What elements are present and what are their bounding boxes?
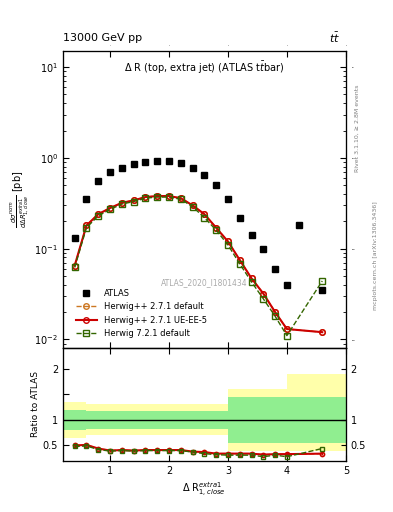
Herwig++ 2.7.1 UE-EE-5 xyxy=(237,257,242,263)
ATLAS xyxy=(214,182,219,188)
Herwig++ 2.7.1 UE-EE-5 xyxy=(214,225,219,231)
Herwig++ 2.7.1 UE-EE-5 xyxy=(119,200,124,206)
Herwig++ 2.7.1 default xyxy=(261,290,266,296)
Herwig++ 2.7.1 UE-EE-5 xyxy=(96,211,101,217)
Text: $t\bar{t}$: $t\bar{t}$ xyxy=(329,31,340,45)
Herwig++ 2.7.1 default xyxy=(96,211,101,217)
Text: mcplots.cern.ch [arXiv:1306.3436]: mcplots.cern.ch [arXiv:1306.3436] xyxy=(373,202,378,310)
ATLAS xyxy=(143,159,148,165)
ATLAS xyxy=(72,235,77,241)
ATLAS xyxy=(237,215,242,221)
Herwig++ 2.7.1 UE-EE-5 xyxy=(84,222,89,228)
ATLAS xyxy=(226,196,230,202)
Herwig++ 2.7.1 default xyxy=(285,326,289,332)
Legend: ATLAS, Herwig++ 2.7.1 default, Herwig++ 2.7.1 UE-EE-5, Herwig 7.2.1 default: ATLAS, Herwig++ 2.7.1 default, Herwig++ … xyxy=(73,286,210,341)
ATLAS xyxy=(296,222,301,228)
Y-axis label: $\frac{d\sigma^{norm}}{d\Delta R_{1,close}^{extra1}}$ [pb]: $\frac{d\sigma^{norm}}{d\Delta R_{1,clos… xyxy=(9,171,31,228)
Herwig 7.2.1 default xyxy=(178,196,183,202)
Herwig 7.2.1 default xyxy=(249,279,254,285)
Herwig++ 2.7.1 UE-EE-5 xyxy=(155,193,160,199)
Herwig 7.2.1 default xyxy=(96,213,101,219)
ATLAS xyxy=(167,158,171,164)
Herwig 7.2.1 default xyxy=(72,264,77,270)
ATLAS xyxy=(178,160,183,166)
Herwig++ 2.7.1 default xyxy=(320,329,325,335)
Herwig++ 2.7.1 UE-EE-5 xyxy=(320,329,325,335)
Herwig 7.2.1 default xyxy=(320,278,325,284)
ATLAS xyxy=(285,282,289,288)
Herwig++ 2.7.1 default xyxy=(237,257,242,263)
Herwig++ 2.7.1 default xyxy=(226,239,230,245)
Herwig++ 2.7.1 UE-EE-5 xyxy=(190,202,195,208)
Herwig++ 2.7.1 UE-EE-5 xyxy=(143,194,148,200)
Herwig++ 2.7.1 UE-EE-5 xyxy=(167,193,171,199)
Herwig++ 2.7.1 UE-EE-5 xyxy=(226,239,230,245)
ATLAS xyxy=(190,165,195,171)
Herwig++ 2.7.1 UE-EE-5 xyxy=(285,326,289,332)
Herwig++ 2.7.1 UE-EE-5 xyxy=(261,290,266,296)
Herwig++ 2.7.1 default xyxy=(72,263,77,269)
Herwig++ 2.7.1 UE-EE-5 xyxy=(202,211,207,217)
Herwig++ 2.7.1 default xyxy=(131,197,136,203)
Herwig++ 2.7.1 default xyxy=(249,275,254,282)
Herwig++ 2.7.1 default xyxy=(190,202,195,208)
Line: Herwig 7.2.1 default: Herwig 7.2.1 default xyxy=(72,195,325,338)
Herwig 7.2.1 default xyxy=(155,194,160,200)
ATLAS xyxy=(119,165,124,171)
Herwig 7.2.1 default xyxy=(143,195,148,201)
Text: 13000 GeV pp: 13000 GeV pp xyxy=(63,33,142,43)
Herwig++ 2.7.1 UE-EE-5 xyxy=(108,205,112,211)
Herwig++ 2.7.1 default xyxy=(108,205,112,211)
ATLAS xyxy=(249,232,254,239)
Text: ATLAS_2020_I1801434: ATLAS_2020_I1801434 xyxy=(161,279,248,287)
Herwig++ 2.7.1 default xyxy=(155,193,160,199)
Herwig 7.2.1 default xyxy=(202,215,207,221)
Herwig++ 2.7.1 default xyxy=(273,309,277,315)
Herwig++ 2.7.1 UE-EE-5 xyxy=(72,263,77,269)
Herwig 7.2.1 default xyxy=(167,194,171,200)
Y-axis label: Ratio to ATLAS: Ratio to ATLAS xyxy=(31,372,40,437)
Herwig++ 2.7.1 default xyxy=(167,193,171,199)
Herwig 7.2.1 default xyxy=(273,313,277,319)
Line: Herwig++ 2.7.1 default: Herwig++ 2.7.1 default xyxy=(72,193,325,335)
Herwig++ 2.7.1 default xyxy=(214,225,219,231)
ATLAS xyxy=(108,169,112,175)
Line: Herwig++ 2.7.1 UE-EE-5: Herwig++ 2.7.1 UE-EE-5 xyxy=(72,193,325,335)
Herwig++ 2.7.1 default xyxy=(202,211,207,217)
Herwig 7.2.1 default xyxy=(84,225,89,231)
Herwig++ 2.7.1 UE-EE-5 xyxy=(249,275,254,282)
ATLAS xyxy=(261,246,266,252)
Herwig 7.2.1 default xyxy=(119,201,124,207)
ATLAS xyxy=(202,172,207,178)
Herwig++ 2.7.1 UE-EE-5 xyxy=(131,197,136,203)
ATLAS xyxy=(131,161,136,167)
ATLAS xyxy=(155,158,160,164)
ATLAS xyxy=(320,287,325,293)
X-axis label: $\Delta$ R$^{extra1}_{1,close}$: $\Delta$ R$^{extra1}_{1,close}$ xyxy=(182,481,226,499)
ATLAS xyxy=(96,178,101,184)
Herwig 7.2.1 default xyxy=(108,206,112,212)
Herwig++ 2.7.1 UE-EE-5 xyxy=(178,195,183,201)
Herwig++ 2.7.1 default xyxy=(178,195,183,201)
Herwig++ 2.7.1 UE-EE-5 xyxy=(273,309,277,315)
Herwig++ 2.7.1 default xyxy=(143,194,148,200)
Text: Rivet 3.1.10, ≥ 2.8M events: Rivet 3.1.10, ≥ 2.8M events xyxy=(355,84,360,172)
Herwig 7.2.1 default xyxy=(131,199,136,205)
Line: ATLAS: ATLAS xyxy=(71,157,326,293)
Herwig 7.2.1 default xyxy=(226,242,230,248)
Herwig 7.2.1 default xyxy=(237,261,242,267)
Text: $\Delta$ R (top, extra jet) (ATLAS t$\bar{t}$bar): $\Delta$ R (top, extra jet) (ATLAS t$\ba… xyxy=(124,60,285,76)
ATLAS xyxy=(84,196,89,202)
ATLAS xyxy=(273,266,277,272)
Herwig 7.2.1 default xyxy=(261,296,266,302)
Herwig++ 2.7.1 default xyxy=(119,200,124,206)
Herwig 7.2.1 default xyxy=(190,204,195,210)
Herwig 7.2.1 default xyxy=(214,227,219,233)
Herwig 7.2.1 default xyxy=(285,332,289,338)
Herwig++ 2.7.1 default xyxy=(84,222,89,228)
